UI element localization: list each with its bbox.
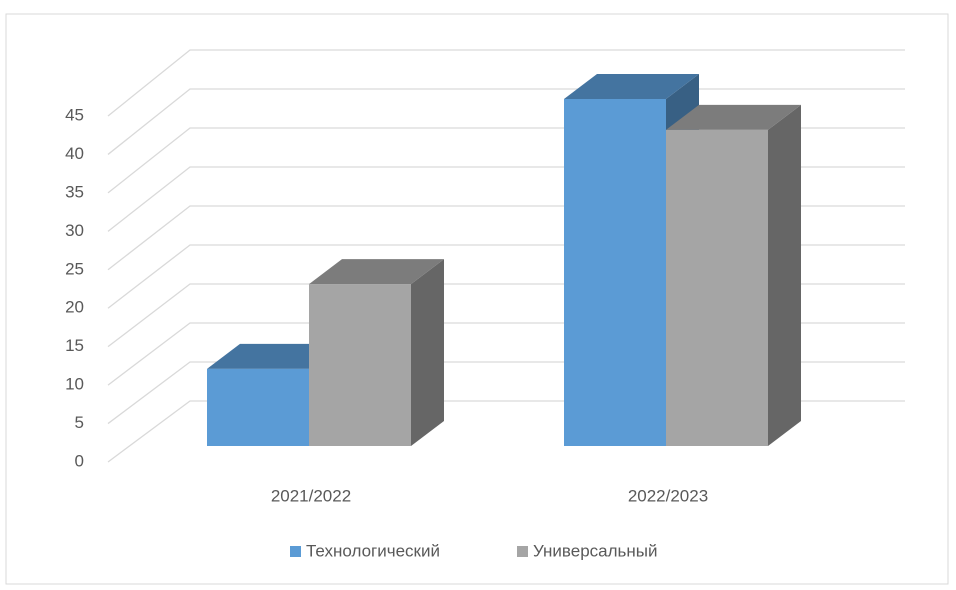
bar-front bbox=[564, 99, 666, 446]
bar-front bbox=[207, 368, 309, 446]
bar-top bbox=[564, 74, 699, 99]
y-tick-label: 20 bbox=[65, 298, 84, 317]
x-tick-label: 2021/2022 bbox=[271, 486, 351, 505]
bar-front bbox=[666, 129, 768, 446]
bar-side bbox=[768, 104, 801, 446]
bar-side bbox=[411, 259, 444, 446]
y-tick-label: 40 bbox=[65, 144, 84, 163]
y-tick-label: 0 bbox=[75, 451, 84, 470]
y-tick-label: 10 bbox=[65, 375, 84, 394]
bar bbox=[309, 259, 444, 446]
y-tick-label: 15 bbox=[65, 336, 84, 355]
grid-line bbox=[107, 49, 905, 117]
legend-swatch bbox=[517, 546, 528, 557]
legend-label: Технологический bbox=[306, 541, 440, 560]
legend-swatch bbox=[290, 546, 301, 557]
bar-top bbox=[666, 104, 801, 130]
x-tick-label: 2022/2023 bbox=[628, 486, 708, 505]
y-tick-label: 5 bbox=[75, 413, 84, 432]
legend-label: Универсальный bbox=[533, 541, 658, 560]
bar-front bbox=[309, 284, 411, 446]
y-tick-label: 30 bbox=[65, 221, 84, 240]
y-tick-label: 35 bbox=[65, 182, 84, 201]
y-tick-label: 45 bbox=[65, 105, 84, 124]
bar-top bbox=[207, 343, 342, 369]
bar-top bbox=[309, 259, 444, 285]
bar bbox=[666, 104, 801, 446]
chart-frame bbox=[5, 13, 949, 585]
y-tick-label: 25 bbox=[65, 259, 84, 278]
